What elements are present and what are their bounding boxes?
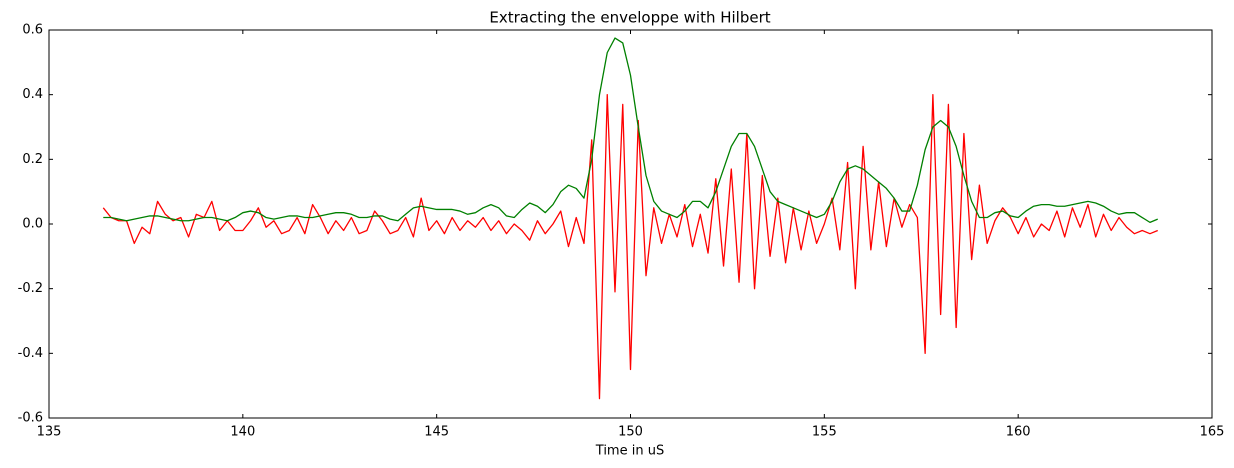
series-line [102, 94, 1158, 400]
y-tick-label: -0.6 [18, 411, 43, 426]
x-tick-label: 145 [424, 425, 449, 440]
y-tick-label: 0.0 [22, 217, 43, 232]
x-tick-label: 165 [1200, 425, 1225, 440]
x-tick-label: 155 [812, 425, 837, 440]
x-tick-label: 135 [37, 425, 62, 440]
series-line [103, 37, 1158, 224]
x-axis-label: Time in uS [595, 444, 664, 459]
y-tick-label: -0.2 [18, 281, 43, 296]
x-tick-label: 150 [618, 425, 643, 440]
x-tick-label: 140 [230, 425, 255, 440]
y-tick-label: 0.6 [22, 23, 43, 38]
y-tick-label: 0.4 [22, 87, 43, 102]
chart-title: Extracting the enveloppe with Hilbert [489, 9, 770, 27]
y-tick-label: 0.2 [22, 152, 43, 167]
x-tick-label: 160 [1006, 425, 1031, 440]
y-tick-label: -0.4 [18, 346, 43, 361]
